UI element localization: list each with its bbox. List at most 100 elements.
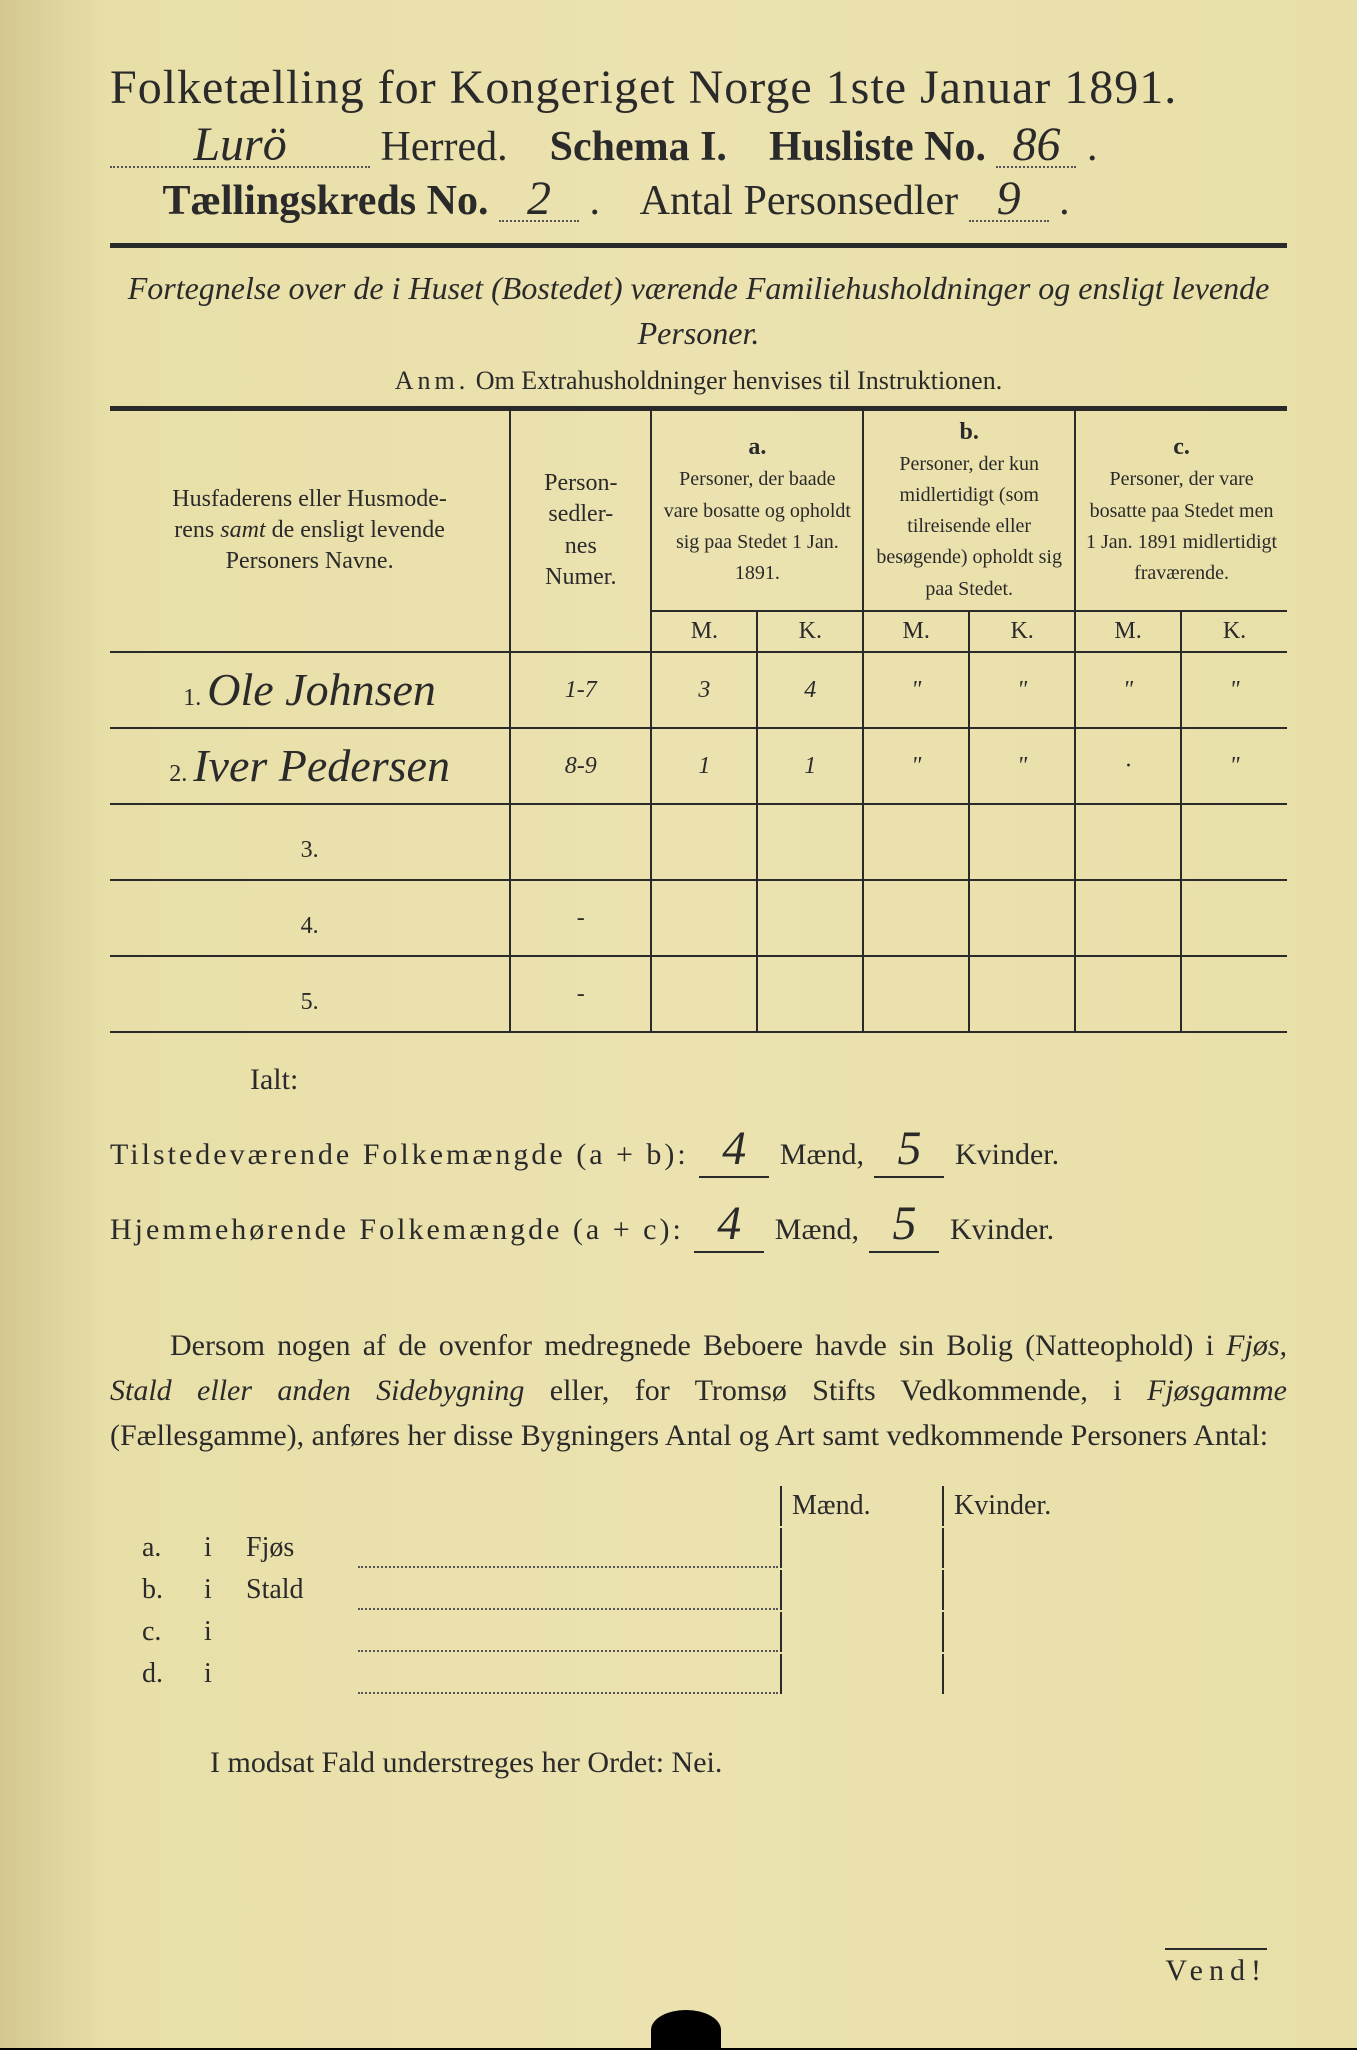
row-num-cell: - bbox=[510, 880, 651, 956]
row-bm bbox=[863, 956, 969, 1032]
row-am: 3 bbox=[651, 652, 757, 728]
table-row: 4. - bbox=[110, 880, 1287, 956]
census-form-page: Folketælling for Kongeriget Norge 1ste J… bbox=[0, 0, 1357, 2048]
row-num-cell bbox=[510, 804, 651, 880]
ob-i: i bbox=[194, 1612, 234, 1652]
ob-dots bbox=[358, 1528, 778, 1568]
row-am: 1 bbox=[651, 728, 757, 804]
husliste-label: Husliste No. bbox=[769, 124, 986, 170]
col-a-m: M. bbox=[651, 611, 757, 652]
ob-dots bbox=[358, 1570, 778, 1610]
header-block: Folketælling for Kongeriget Norge 1ste J… bbox=[110, 60, 1287, 225]
col-c-label: c. bbox=[1173, 434, 1190, 460]
row-bk: " bbox=[969, 652, 1075, 728]
ob-label: a. bbox=[132, 1528, 192, 1568]
col-b-label: b. bbox=[960, 419, 979, 445]
totals-row1-label: Tilstedeværende Folkemængde (a + b): bbox=[110, 1138, 689, 1171]
kreds-value: 2 bbox=[499, 177, 579, 222]
kreds-label: Tællingskreds No. bbox=[163, 178, 489, 224]
totals-row-2: Hjemmehørende Folkemængde (a + c): 4 Mæn… bbox=[110, 1196, 1287, 1253]
row-bm: " bbox=[863, 652, 969, 728]
col-c-k: K. bbox=[1181, 611, 1287, 652]
row-name-cell: 1. Ole Johnsen bbox=[110, 652, 510, 728]
outbuilding-row: c.i bbox=[132, 1612, 1102, 1652]
main-title: Folketælling for Kongeriget Norge 1ste J… bbox=[110, 60, 1287, 115]
instruction-paragraph: Dersom nogen af de ovenfor medregnede Be… bbox=[110, 1323, 1287, 1458]
ob-type: Fjøs bbox=[236, 1528, 356, 1568]
row-ak: 4 bbox=[757, 652, 863, 728]
ob-type bbox=[236, 1612, 356, 1652]
row-am bbox=[651, 804, 757, 880]
row-am bbox=[651, 880, 757, 956]
husliste-value: 86 bbox=[996, 123, 1076, 168]
ob-m bbox=[780, 1612, 940, 1652]
ob-k bbox=[942, 1654, 1102, 1694]
ob-m bbox=[780, 1654, 940, 1694]
col-header-name: Husfaderens eller Husmode-rens samt de e… bbox=[110, 408, 510, 652]
row-num-cell: - bbox=[510, 956, 651, 1032]
col-c-text: Personer, der vare bosatte paa Stedet me… bbox=[1086, 468, 1277, 584]
row-cm: " bbox=[1075, 652, 1181, 728]
herred-value: Lurö bbox=[110, 123, 370, 168]
col-b-k: K. bbox=[969, 611, 1075, 652]
ob-head-k: Kvinder. bbox=[942, 1486, 1102, 1526]
header-line-2: Lurö Herred. Schema I. Husliste No. 86 . bbox=[110, 123, 1287, 171]
row-bk: " bbox=[969, 728, 1075, 804]
row-cm bbox=[1075, 956, 1181, 1032]
row-ck: " bbox=[1181, 652, 1287, 728]
row-cm bbox=[1075, 804, 1181, 880]
ob-m bbox=[780, 1528, 940, 1568]
maend-label-2: Mænd, bbox=[775, 1213, 859, 1246]
kvinder-label-2: Kvinder. bbox=[950, 1213, 1054, 1246]
table-row: 2. Iver Pedersen8-911""·" bbox=[110, 728, 1287, 804]
vend-label: Vend! bbox=[1165, 1948, 1267, 1988]
herred-label: Herred. bbox=[381, 124, 508, 170]
table-row: 3. bbox=[110, 804, 1287, 880]
anm-note: Anm. Om Extrahusholdninger henvises til … bbox=[110, 366, 1287, 396]
row-ak bbox=[757, 880, 863, 956]
row-cm: · bbox=[1075, 728, 1181, 804]
divider bbox=[110, 243, 1287, 248]
row-name-cell: 3. bbox=[110, 804, 510, 880]
col-b-m: M. bbox=[863, 611, 969, 652]
col-a-text: Personer, der baade vare bosatte og opho… bbox=[664, 468, 851, 584]
col-c-m: M. bbox=[1075, 611, 1181, 652]
ob-dots bbox=[358, 1612, 778, 1652]
row-name-cell: 2. Iver Pedersen bbox=[110, 728, 510, 804]
kvinder-label: Kvinder. bbox=[955, 1138, 1059, 1171]
nei-line: I modsat Fald understreges her Ordet: Ne… bbox=[110, 1746, 1287, 1780]
totals-row1-k: 5 bbox=[874, 1121, 944, 1178]
row-ck: " bbox=[1181, 728, 1287, 804]
ob-type bbox=[236, 1654, 356, 1694]
totals-block: Ialt: Tilstedeværende Folkemængde (a + b… bbox=[110, 1063, 1287, 1253]
ob-k bbox=[942, 1612, 1102, 1652]
row-cm bbox=[1075, 880, 1181, 956]
row-num-cell: 8-9 bbox=[510, 728, 651, 804]
subtitle: Fortegnelse over de i Huset (Bostedet) v… bbox=[110, 266, 1287, 356]
row-bm bbox=[863, 804, 969, 880]
col-header-b: b. Personer, der kun midlertidigt (som t… bbox=[863, 408, 1075, 611]
row-bk bbox=[969, 956, 1075, 1032]
col-a-k: K. bbox=[757, 611, 863, 652]
row-bk bbox=[969, 880, 1075, 956]
ob-i: i bbox=[194, 1528, 234, 1568]
row-bk bbox=[969, 804, 1075, 880]
anm-text: Om Extrahusholdninger henvises til Instr… bbox=[476, 366, 1002, 395]
totals-row1-m: 4 bbox=[699, 1121, 769, 1178]
ob-i: i bbox=[194, 1570, 234, 1610]
col-a-label: a. bbox=[748, 434, 766, 460]
row-ak bbox=[757, 956, 863, 1032]
outbuilding-row: b.iStald bbox=[132, 1570, 1102, 1610]
ob-label: b. bbox=[132, 1570, 192, 1610]
row-num-cell: 1-7 bbox=[510, 652, 651, 728]
col-b-text: Personer, der kun midlertidigt (som tilr… bbox=[876, 453, 1062, 600]
row-ak: 1 bbox=[757, 728, 863, 804]
totals-row2-label: Hjemmehørende Folkemængde (a + c): bbox=[110, 1213, 684, 1246]
ialt-title: Ialt: bbox=[250, 1063, 1287, 1097]
col-header-num: Person-sedler-nesNumer. bbox=[510, 408, 651, 652]
totals-row2-k: 5 bbox=[869, 1196, 939, 1253]
ob-label: c. bbox=[132, 1612, 192, 1652]
outbuildings-block: Mænd. Kvinder. a.iFjøsb.iStaldc.id.i bbox=[110, 1484, 1287, 1696]
col-header-c: c. Personer, der vare bosatte paa Stedet… bbox=[1075, 408, 1287, 611]
ob-dots bbox=[358, 1654, 778, 1694]
